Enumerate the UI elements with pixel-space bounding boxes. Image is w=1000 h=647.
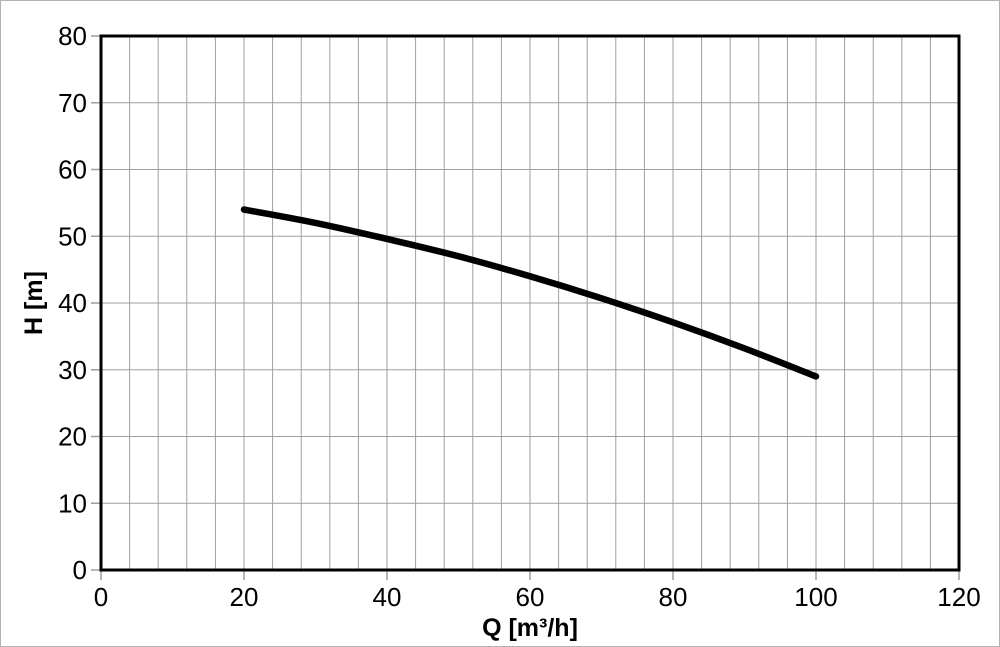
y-tick-label: 20: [58, 422, 87, 452]
x-tick-label: 20: [230, 582, 259, 612]
plot-frame: [99, 34, 961, 572]
y-axis-title: H [m]: [20, 271, 48, 335]
y-tick-label: 10: [58, 488, 87, 518]
x-tick-label: 100: [794, 582, 837, 612]
series-layer: [240, 206, 820, 380]
y-tick-label: 50: [58, 221, 87, 251]
x-tick-label: 120: [937, 582, 980, 612]
tick-label-layer: 0 20 40 60 80 100 120 0 10 20 30 40 50 60 70 80: [58, 21, 981, 612]
y-tick-label: 0: [73, 555, 87, 585]
x-tick-label: 80: [659, 582, 688, 612]
tick-layer: [91, 35, 960, 580]
x-axis-title: Q [m³/h]: [482, 614, 578, 642]
y-tick-label: 30: [58, 355, 87, 385]
y-tick-label: 80: [58, 21, 87, 51]
pump-head-curve: [240, 206, 820, 380]
x-tick-label: 0: [94, 582, 108, 612]
y-tick-label: 40: [58, 288, 87, 318]
y-tick-label: 70: [58, 88, 87, 118]
x-tick-label: 60: [516, 582, 545, 612]
grid-layer: [101, 36, 959, 570]
x-tick-label: 40: [373, 582, 402, 612]
y-tick-label: 60: [58, 155, 87, 185]
